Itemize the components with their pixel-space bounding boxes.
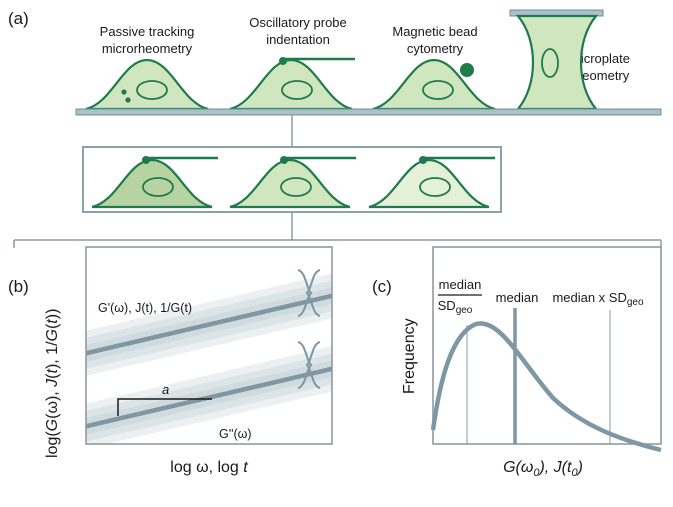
cell-microplate [509, 9, 604, 111]
svg-text:Microplate: Microplate [570, 51, 630, 66]
panel-c-label: (c) [372, 277, 392, 296]
nucleus [419, 177, 451, 197]
panel-c-ylabel: Frequency [401, 318, 418, 394]
technique-label-magnetic: Magnetic bead cytometry [392, 24, 477, 56]
svg-text:SDgeo: SDgeo [438, 298, 473, 316]
svg-text:Passive tracking: Passive tracking [100, 24, 195, 39]
nucleus [136, 80, 168, 100]
bracket [13, 212, 662, 248]
slope-label: a [162, 382, 169, 397]
cell-magnetic-bead [372, 58, 496, 111]
cell-soft [368, 156, 495, 209]
tracer-particle [125, 97, 131, 103]
annotation-median-times-sdgeo: median x SDgeo [552, 290, 644, 308]
annotation-median: median [496, 290, 539, 305]
nucleus [280, 177, 312, 197]
panel-b-label: (b) [8, 277, 29, 296]
technique-label-microplate: Microplate rheometry [570, 51, 630, 83]
cell-passive-tracking [85, 58, 209, 111]
substrate-bar [75, 108, 662, 116]
distribution-curly-brackets [297, 269, 321, 389]
probe-tip [419, 156, 427, 164]
nucleus [541, 48, 559, 78]
panel-b-xlabel: log ω, log t [170, 459, 248, 476]
nucleus [422, 80, 454, 100]
svg-text:median: median [439, 277, 482, 292]
slope-marker: a [117, 382, 212, 416]
upper-curve-label: G'(ω), J(t), 1/G(t) [98, 301, 192, 315]
panel-c-frame [432, 246, 662, 445]
lower-curve-label: G''(ω) [219, 427, 252, 441]
panel-b-frame [85, 246, 333, 445]
nucleus [281, 80, 313, 100]
technique-label-oscillatory: Oscillatory probe indentation [249, 15, 347, 47]
svg-text:microrheometry: microrheometry [102, 41, 193, 56]
svg-text:Magnetic bead: Magnetic bead [392, 24, 477, 39]
technique-label-passive: Passive tracking microrheometry [100, 24, 195, 56]
probe-tip [142, 156, 150, 164]
upper-power-law-line [86, 293, 332, 356]
cell-oscillatory-probe [229, 57, 355, 111]
svg-text:cytometry: cytometry [407, 41, 464, 56]
panel-a-label: (a) [8, 9, 29, 28]
cell-medium [229, 156, 356, 209]
svg-text:indentation: indentation [266, 32, 330, 47]
svg-text:Oscillatory probe: Oscillatory probe [249, 15, 347, 30]
annotation-median-over-sdgeo: median SDgeo [438, 277, 482, 316]
probe-tip [280, 156, 288, 164]
panel-c-xlabel: G(ω0), J(t0) [503, 459, 583, 479]
panel-b-ylabel: log(G(ω), J(t), 1/G(t)) [44, 309, 61, 458]
cell-stiff [91, 156, 218, 209]
probe-tip [279, 57, 287, 65]
lognormal-distribution-curve [430, 321, 662, 453]
scaling-bands [86, 273, 332, 444]
nucleus [142, 177, 174, 197]
magnetic-bead [460, 63, 474, 77]
tracer-particle [121, 89, 127, 95]
svg-text:rheometry: rheometry [571, 68, 630, 83]
